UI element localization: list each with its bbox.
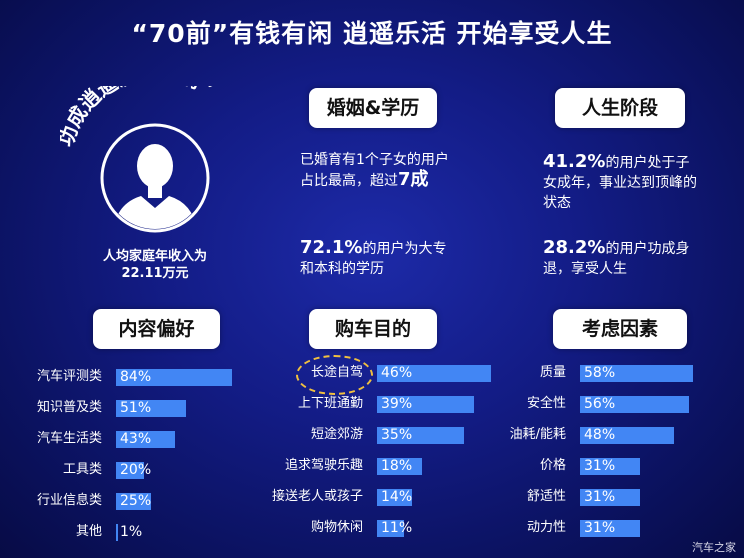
- purchase-purpose-label: 短途郊游: [310, 427, 363, 442]
- factors-label: 安全性: [526, 396, 566, 411]
- content-pref-label: 其他: [75, 524, 102, 539]
- content-pref-row: 知识普及类 51%: [0, 397, 744, 419]
- content-pref-value: 20%: [120, 462, 152, 478]
- factors-value: 31%: [584, 489, 616, 505]
- purchase-purpose-row: 追求驾驶乐趣 18%: [0, 455, 744, 477]
- content-pref-bar: [116, 369, 232, 386]
- income-line1: 人均家庭年收入为: [102, 249, 207, 264]
- factors-value: 58%: [584, 365, 616, 381]
- content-pref-row: 汽车评测类 84%: [0, 366, 744, 388]
- life-stage-p2-text: 的用户功成身退，享受人生: [543, 241, 690, 277]
- purchase-purpose-value: 35%: [381, 427, 413, 443]
- purchase-purpose-bar: [377, 365, 492, 382]
- factors-bar: [580, 365, 694, 382]
- income-line2: 22.11万元: [121, 266, 189, 281]
- life-stage-p1-bold: 41.2%: [543, 151, 606, 172]
- factors-row: 安全性 56%: [0, 393, 744, 415]
- content-pref-heading: 内容偏好: [93, 309, 220, 349]
- factors-value: 31%: [584, 520, 616, 536]
- purchase-purpose-row: 购物休闲 11%: [0, 517, 744, 539]
- factors-label: 舒适性: [526, 489, 566, 504]
- factors-bar: [580, 396, 690, 413]
- content-pref-bar: [116, 400, 187, 417]
- content-pref-label: 汽车评测类: [36, 369, 102, 384]
- purchase-purpose-value: 46%: [381, 365, 413, 381]
- purchase-purpose-bar: [377, 458, 422, 475]
- purchase-purpose-heading: 购车目的: [309, 309, 437, 349]
- purchase-purpose-value: 18%: [381, 458, 413, 474]
- purchase-purpose-label: 追求驾驶乐趣: [284, 458, 363, 473]
- marriage-paragraph-1: 已婚育有1个子女的用户占比最高，超过7成: [300, 150, 460, 191]
- content-pref-value: 1%: [120, 524, 143, 540]
- life-stage-p1-text: 的用户处于子女成年，事业达到顶峰的状态: [543, 155, 697, 211]
- purchase-purpose-label: 购物休闲: [310, 520, 363, 535]
- purchase-purpose-label: 上下班通勤: [297, 396, 363, 411]
- factors-row: 价格 31%: [0, 455, 744, 477]
- highlight-ring: [296, 355, 373, 395]
- life-stage-p2-bold: 28.2%: [543, 237, 606, 258]
- factors-value: 56%: [584, 396, 616, 412]
- purchase-purpose-value: 11%: [381, 520, 413, 536]
- content-pref-value: 43%: [120, 431, 152, 447]
- content-pref-row: 工具类 20%: [0, 459, 744, 481]
- marriage-paragraph-2: 72.1%的用户为大专和本科的学历: [300, 238, 460, 279]
- marriage-p2-bold: 72.1%: [300, 237, 363, 258]
- purchase-purpose-value: 39%: [381, 396, 413, 412]
- factors-label: 油耗/能耗: [509, 427, 566, 442]
- content-pref-bar: [116, 524, 118, 541]
- watermark: 汽车之家: [692, 541, 736, 554]
- factors-row: 动力性 31%: [0, 517, 744, 539]
- purchase-purpose-bar: [377, 489, 412, 506]
- factors-value: 48%: [584, 427, 616, 443]
- marriage-p2-text: 的用户为大专和本科的学历: [300, 241, 447, 277]
- purchase-purpose-bar: [377, 427, 464, 444]
- content-pref-row: 行业信息类 25%: [0, 490, 744, 512]
- content-pref-label: 行业信息类: [36, 493, 102, 508]
- marriage-p1-text: 已婚育有1个子女的用户占比最高，超过: [300, 152, 449, 189]
- marriage-heading: 婚姻&学历: [309, 88, 437, 128]
- purchase-purpose-value: 14%: [381, 489, 413, 505]
- purchase-purpose-row: 短途郊游 35%: [0, 424, 744, 446]
- purchase-purpose-bar: [377, 520, 405, 537]
- factors-bar: [580, 427, 674, 444]
- content-pref-bar: [116, 431, 176, 448]
- content-pref-value: 84%: [120, 369, 152, 385]
- factors-label: 价格: [539, 458, 566, 473]
- purchase-purpose-label: 接送老人或孩子: [271, 489, 363, 504]
- factors-row: 质量 58%: [0, 362, 744, 384]
- purchase-purpose-row: 接送老人或孩子 14%: [0, 486, 744, 508]
- factors-label: 质量: [539, 365, 566, 380]
- content-pref-row: 汽车生活类 43%: [0, 428, 744, 450]
- content-pref-bar: [116, 462, 144, 479]
- income-text: 人均家庭年收入为 22.11万元: [80, 248, 230, 282]
- content-pref-label: 知识普及类: [36, 400, 102, 415]
- factors-bar: [580, 489, 641, 506]
- factors-row: 油耗/能耗 48%: [0, 424, 744, 446]
- purchase-purpose-bar: [377, 396, 474, 413]
- factors-value: 31%: [584, 458, 616, 474]
- factors-row: 舒适性 31%: [0, 486, 744, 508]
- content-pref-label: 汽车生活类: [36, 431, 102, 446]
- content-pref-row: 其他 1%: [0, 521, 744, 543]
- page-title: “70前”有钱有闲 逍遥乐活 开始享受人生: [131, 19, 613, 48]
- content-pref-value: 25%: [120, 493, 152, 509]
- person-silhouette-icon: [100, 123, 210, 233]
- life-stage-paragraph-2: 28.2%的用户功成身退，享受人生: [543, 238, 703, 279]
- factors-bar: [580, 458, 641, 475]
- factors-heading: 考虑因素: [553, 309, 687, 349]
- marriage-p1-bold: 7成: [398, 169, 429, 190]
- factors-bar: [580, 520, 641, 537]
- life-stage-paragraph-1: 41.2%的用户处于子女成年，事业达到顶峰的状态: [543, 152, 703, 213]
- content-pref-label: 工具类: [62, 462, 102, 477]
- content-pref-value: 51%: [120, 400, 152, 416]
- factors-label: 动力性: [526, 520, 566, 535]
- purchase-purpose-row: 上下班通勤 39%: [0, 393, 744, 415]
- life-stage-heading: 人生阶段: [555, 88, 685, 128]
- content-pref-bar: [116, 493, 151, 510]
